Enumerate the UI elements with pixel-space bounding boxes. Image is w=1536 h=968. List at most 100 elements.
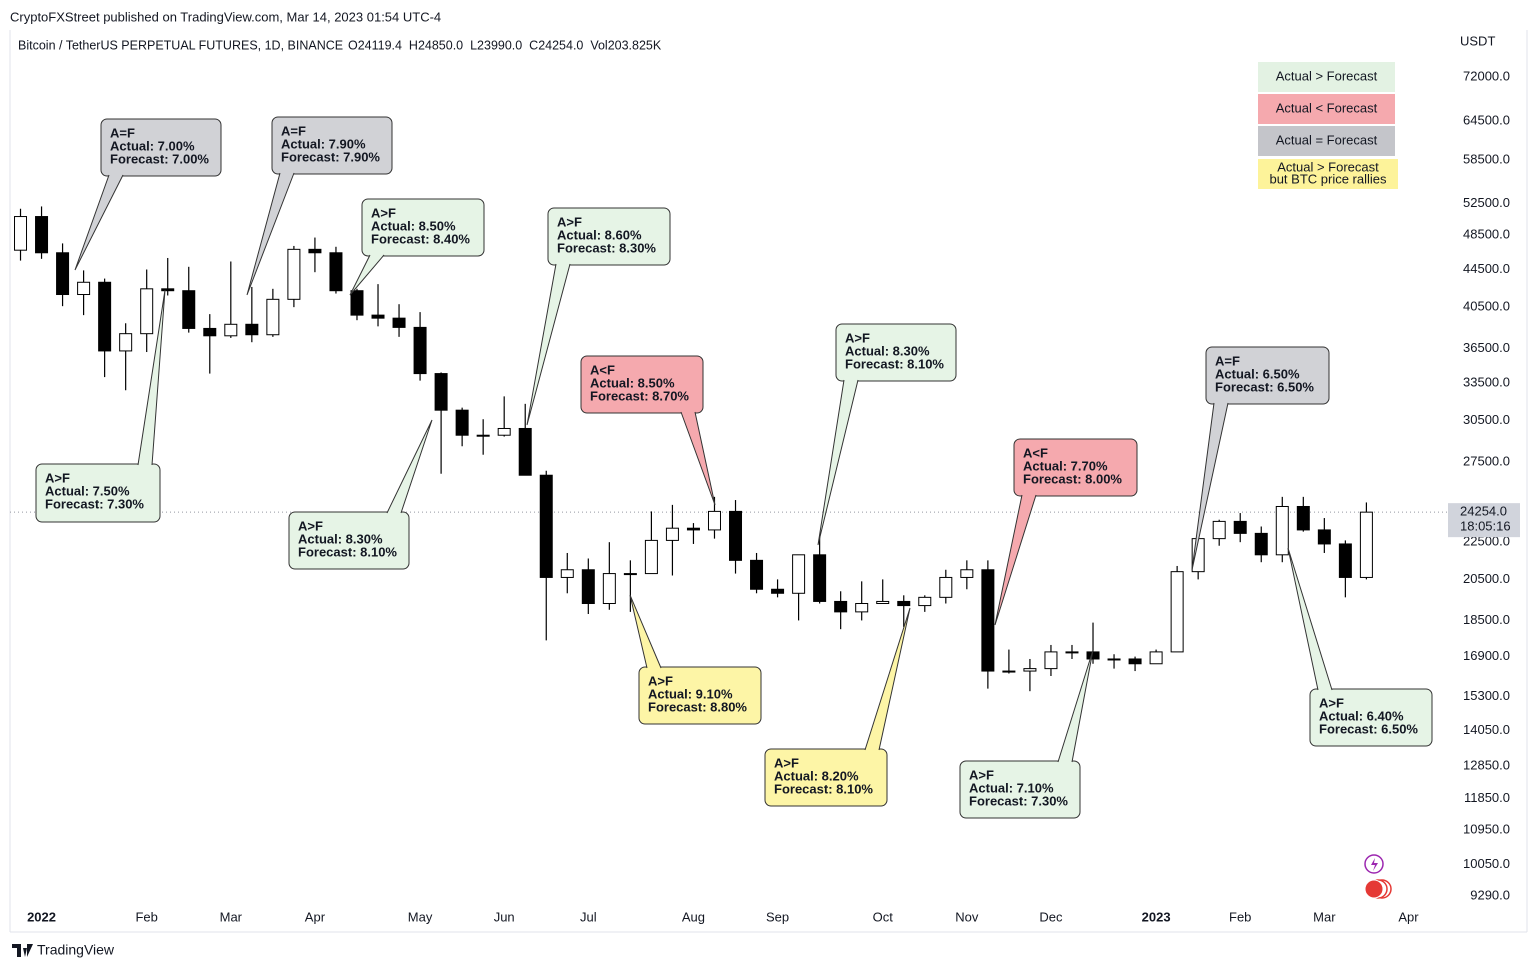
legend-text: Actual > Forecast [1277, 159, 1379, 174]
candle-body [1359, 511, 1373, 578]
annotation-actual: Actual: 7.90% [281, 136, 366, 151]
legend-box [1258, 94, 1395, 124]
x-tick-label: Feb [1229, 909, 1251, 924]
y-tick-label: 58500.0 [1463, 152, 1510, 167]
annotation-title: A>F [557, 214, 582, 229]
ohlc: O24119.4 H24850.0 L23990.0 C24254.0 Vol2… [348, 38, 662, 52]
annotation-title: A>F [774, 755, 799, 770]
y-tick-label: 16900.0 [1463, 648, 1510, 663]
annotation-title: A=F [110, 125, 135, 140]
candle-body [308, 248, 322, 254]
x-tick-label: Apr [305, 909, 326, 924]
currency: USDT [1460, 33, 1495, 48]
annotation-box [361, 198, 485, 257]
annotation-actual: Actual: 9.10% [648, 686, 733, 701]
x-tick-label: May [408, 909, 433, 924]
candle-body [245, 323, 259, 336]
candle-body [14, 216, 28, 251]
x-tick-label: Mar [1313, 909, 1336, 924]
legend-box [1258, 159, 1398, 189]
annotation-actual: Actual: 6.50% [1215, 366, 1300, 381]
candle-body [140, 288, 154, 335]
candle-body [1002, 670, 1016, 673]
legend-box [1258, 126, 1395, 156]
annotation-forecast: Forecast: 8.10% [298, 544, 397, 559]
candle-body [771, 588, 785, 594]
annotation-pointer-edge [629, 594, 662, 669]
y-tick-label: 9290.0 [1470, 887, 1510, 902]
annotation-actual: Actual: 8.20% [774, 768, 859, 783]
annotation-title: A>F [298, 518, 323, 533]
annotation-actual: Actual: 8.50% [371, 218, 456, 233]
x-tick-label: Feb [135, 909, 157, 924]
candle-body [98, 281, 112, 352]
annotation-actual: Actual: 7.10% [969, 780, 1054, 795]
x-tick-label: Oct [873, 909, 894, 924]
annotation-title: A=F [281, 123, 306, 138]
candle-body [182, 290, 196, 329]
candle-body [1128, 658, 1142, 665]
x-tick-label: Mar [220, 909, 243, 924]
candle-body [855, 603, 869, 613]
annotation-box [835, 323, 957, 382]
candle-body [1107, 658, 1121, 661]
candle-body [329, 252, 343, 292]
annotation-forecast: Forecast: 7.30% [45, 496, 144, 511]
annotation-pointer-edge [1287, 547, 1333, 691]
candle-body [119, 333, 133, 352]
annotation-box [580, 355, 704, 414]
candle-body [813, 554, 827, 602]
icon [1371, 858, 1378, 871]
candle-body [623, 573, 637, 576]
candle-body [707, 510, 721, 531]
x-tick-label: Dec [1039, 909, 1063, 924]
x-tick-label: Sep [766, 909, 789, 924]
annotation-title: A>F [845, 330, 870, 345]
footer: TradingView [37, 942, 115, 958]
x-tick-label: Apr [1398, 909, 1419, 924]
y-tick-label: 30500.0 [1463, 412, 1510, 427]
candle-body [1296, 505, 1310, 531]
legend-text: but BTC price rallies [1269, 171, 1387, 186]
candle-body [602, 573, 616, 605]
annotation-box [1309, 688, 1433, 747]
y-tick-label: 22500.0 [1463, 534, 1510, 549]
annotation-actual: Actual: 6.40% [1319, 708, 1404, 723]
annotation-box [959, 760, 1081, 819]
candle-body [876, 600, 890, 605]
candle-body [981, 569, 995, 672]
annotation-title: A>F [45, 470, 70, 485]
candle-body [581, 569, 595, 605]
annotation-pointer-edge [680, 411, 716, 506]
y-tick-label: 10050.0 [1463, 856, 1510, 871]
x-tick-label: Jul [580, 909, 597, 924]
x-tick-label: Aug [682, 909, 705, 924]
annotation-title: A=F [1215, 353, 1240, 368]
candle-body [750, 559, 764, 590]
symbol: Bitcoin / TetherUS PERPETUAL FUTURES, 1D… [18, 38, 343, 52]
annotation-actual: Actual: 8.60% [557, 227, 642, 242]
x-tick-label: Jun [494, 909, 515, 924]
candle-body [665, 527, 679, 541]
annotation-pointer-edge [994, 494, 1037, 626]
annotation-pointer-edge [526, 263, 571, 426]
annotation-pointer-edge [137, 289, 166, 466]
candle-body [918, 596, 932, 607]
y-tick-label: 36500.0 [1463, 340, 1510, 355]
y-tick-label: 20500.0 [1463, 571, 1510, 586]
candle-body [35, 216, 49, 254]
x-tick-label: 2023 [1142, 909, 1171, 924]
candle-body [1065, 651, 1079, 654]
annotation-actual: Actual: 7.00% [110, 138, 195, 153]
annotation-box [1013, 438, 1138, 497]
candle-body [350, 290, 364, 316]
y-tick-label: 48500.0 [1463, 227, 1510, 242]
candle-body [1317, 529, 1331, 545]
annotation-pointer-edge [864, 607, 911, 751]
